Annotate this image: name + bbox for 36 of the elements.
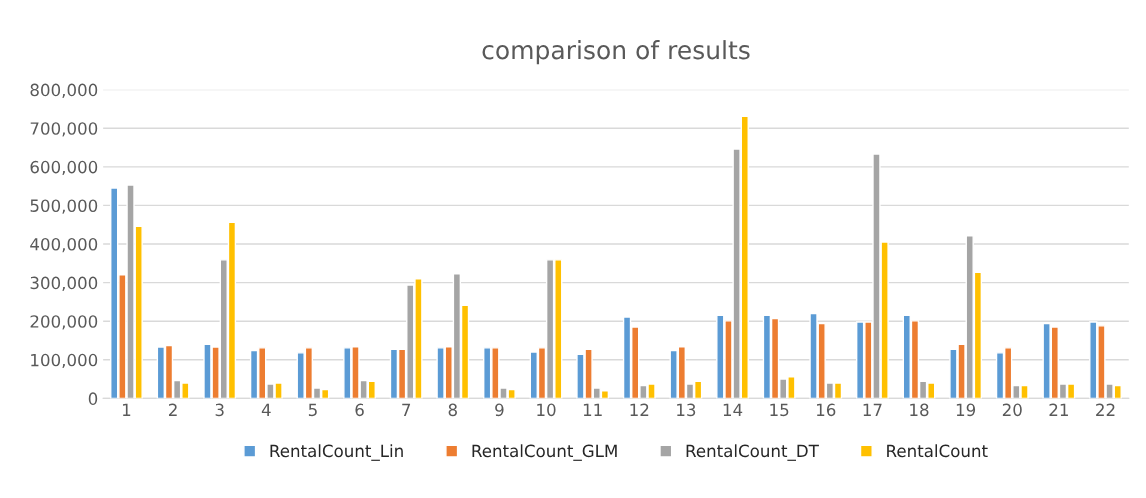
x-tick-label: 4 (261, 403, 271, 416)
x-tick-label: 6 (355, 403, 364, 417)
legend-label: RentalCount_GLM (472, 444, 617, 461)
y-tick-label: 0 (88, 392, 98, 405)
x-tick-label: 2 (168, 403, 177, 416)
x-tick-label: 18 (910, 403, 929, 417)
legend-label: RentalCount_DT (686, 444, 819, 461)
x-tick-label: 8 (448, 403, 457, 417)
y-tick-label: 200,000 (30, 315, 98, 330)
x-tick-label: 9 (495, 403, 504, 417)
x-tick-label: 10 (537, 403, 556, 417)
x-tick-label: 15 (770, 403, 789, 417)
legend-label: RentalCount_Lin (270, 444, 403, 461)
x-tick-label: 1 (122, 403, 131, 416)
x-tick-label: 7 (402, 403, 411, 416)
y-tick-label: 600,000 (30, 160, 98, 176)
y-tick-label: 300,000 (30, 276, 98, 291)
x-tick-label: 5 (308, 403, 317, 417)
x-tick-label: 22 (1096, 403, 1115, 416)
chart-title: comparison of results (482, 40, 750, 65)
y-tick-label: 800,000 (30, 83, 98, 98)
x-tick-label: 14 (723, 403, 743, 416)
y-tick-label: 100,000 (31, 353, 98, 369)
y-tick-label: 700,000 (30, 122, 98, 137)
x-tick-label: 11 (583, 403, 602, 416)
x-tick-label: 13 (677, 403, 696, 417)
x-tick-label: 12 (630, 403, 649, 416)
legend-label: RentalCount (887, 444, 988, 458)
x-tick-label: 16 (817, 403, 836, 417)
x-tick-label: 21 (1049, 403, 1068, 416)
x-tick-label: 19 (956, 403, 976, 417)
x-tick-label: 17 (863, 403, 882, 416)
y-tick-label: 400,000 (30, 237, 98, 253)
y-tick-label: 500,000 (30, 199, 98, 214)
x-tick-label: 20 (1002, 403, 1022, 417)
x-tick-label: 3 (215, 403, 224, 417)
